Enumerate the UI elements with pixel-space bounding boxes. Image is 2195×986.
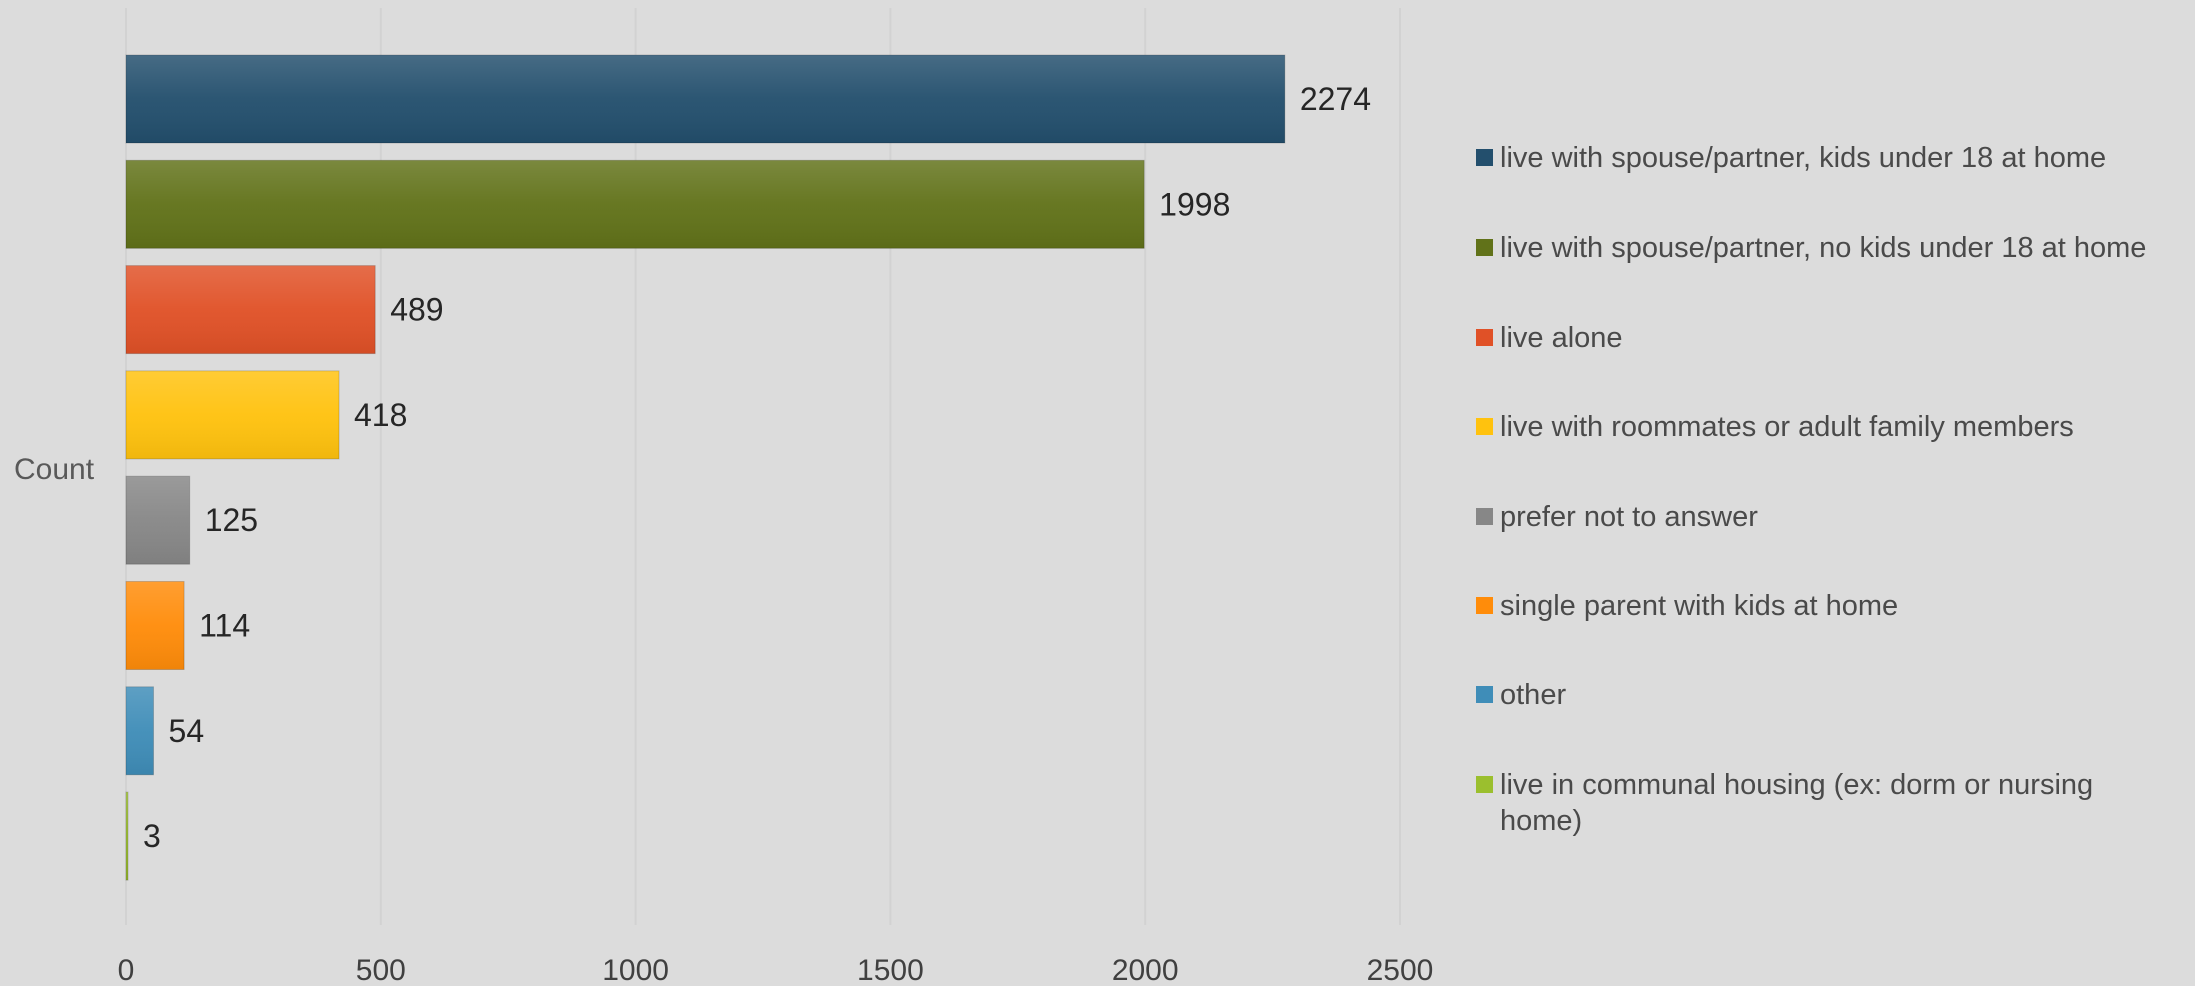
gridlines: [125, 8, 1401, 925]
legend-item: live in communal housing (ex: dorm or nu…: [1476, 767, 2150, 839]
bar-highlight: [126, 55, 1285, 143]
legend-item: live with roommates or adult family memb…: [1476, 409, 2150, 445]
x-tick-label: 2500: [1367, 954, 1434, 986]
y-axis-title: Count: [14, 453, 95, 486]
legend-swatch: [1476, 239, 1493, 256]
bar-value-label: 1998: [1159, 186, 1230, 222]
bar-highlight: [126, 265, 376, 354]
legend-label: live alone: [1500, 322, 1623, 354]
legend-label: live with spouse/partner, kids under 18 …: [1500, 142, 2107, 174]
bar-highlight: [126, 581, 185, 670]
x-tick-label: 1000: [602, 954, 669, 986]
bar-value-label: 114: [199, 608, 250, 644]
bars: [125, 54, 1286, 881]
legend-label: live with spouse/partner, no kids under …: [1500, 232, 2147, 264]
legend-item: other: [1476, 677, 2150, 713]
legend-swatch: [1476, 597, 1493, 614]
legend-label: live with roommates or adult family memb…: [1500, 411, 2074, 443]
bar-value-label: 54: [169, 713, 205, 749]
legend-item: live alone: [1476, 320, 2150, 356]
bar-value-label: 2274: [1300, 81, 1371, 117]
bar-value-label: 489: [390, 292, 443, 328]
bar-highlight: [126, 686, 154, 775]
legend-swatch: [1476, 686, 1493, 703]
data-labels: 2274 1998 489 418 125 114 54 3: [143, 81, 1371, 854]
x-tick-label: 500: [356, 954, 406, 986]
bar-highlight: [126, 370, 340, 459]
legend-item: live with spouse/partner, kids under 18 …: [1476, 140, 2150, 176]
legend-item: live with spouse/partner, no kids under …: [1476, 230, 2150, 266]
legend-label: live in communal housing (ex: dorm or nu…: [1500, 769, 2094, 837]
x-tick-label: 2000: [1112, 954, 1179, 986]
legend-label: prefer not to answer: [1500, 501, 1758, 533]
legend-item: single parent with kids at home: [1476, 588, 2150, 624]
bar-value-label: 418: [354, 397, 407, 433]
bar-value-label: 3: [143, 818, 161, 854]
bar-highlight: [126, 792, 128, 881]
legend-swatch: [1476, 149, 1493, 166]
bar-highlight: [126, 160, 1145, 249]
legend-swatch: [1476, 776, 1493, 793]
legend-swatch: [1476, 508, 1493, 525]
x-axis-ticks: 0 500 1000 1500 2000 2500: [118, 954, 1434, 986]
legend-item: prefer not to answer: [1476, 499, 2150, 535]
legend-swatch: [1476, 418, 1493, 435]
x-tick-label: 1500: [857, 954, 924, 986]
x-tick-label: 0: [118, 954, 135, 986]
legend-label: single parent with kids at home: [1500, 590, 1899, 622]
legend-swatch: [1476, 329, 1493, 346]
bar-highlight: [126, 476, 190, 565]
legend-label: other: [1500, 679, 1567, 711]
bar-value-label: 125: [205, 502, 258, 538]
